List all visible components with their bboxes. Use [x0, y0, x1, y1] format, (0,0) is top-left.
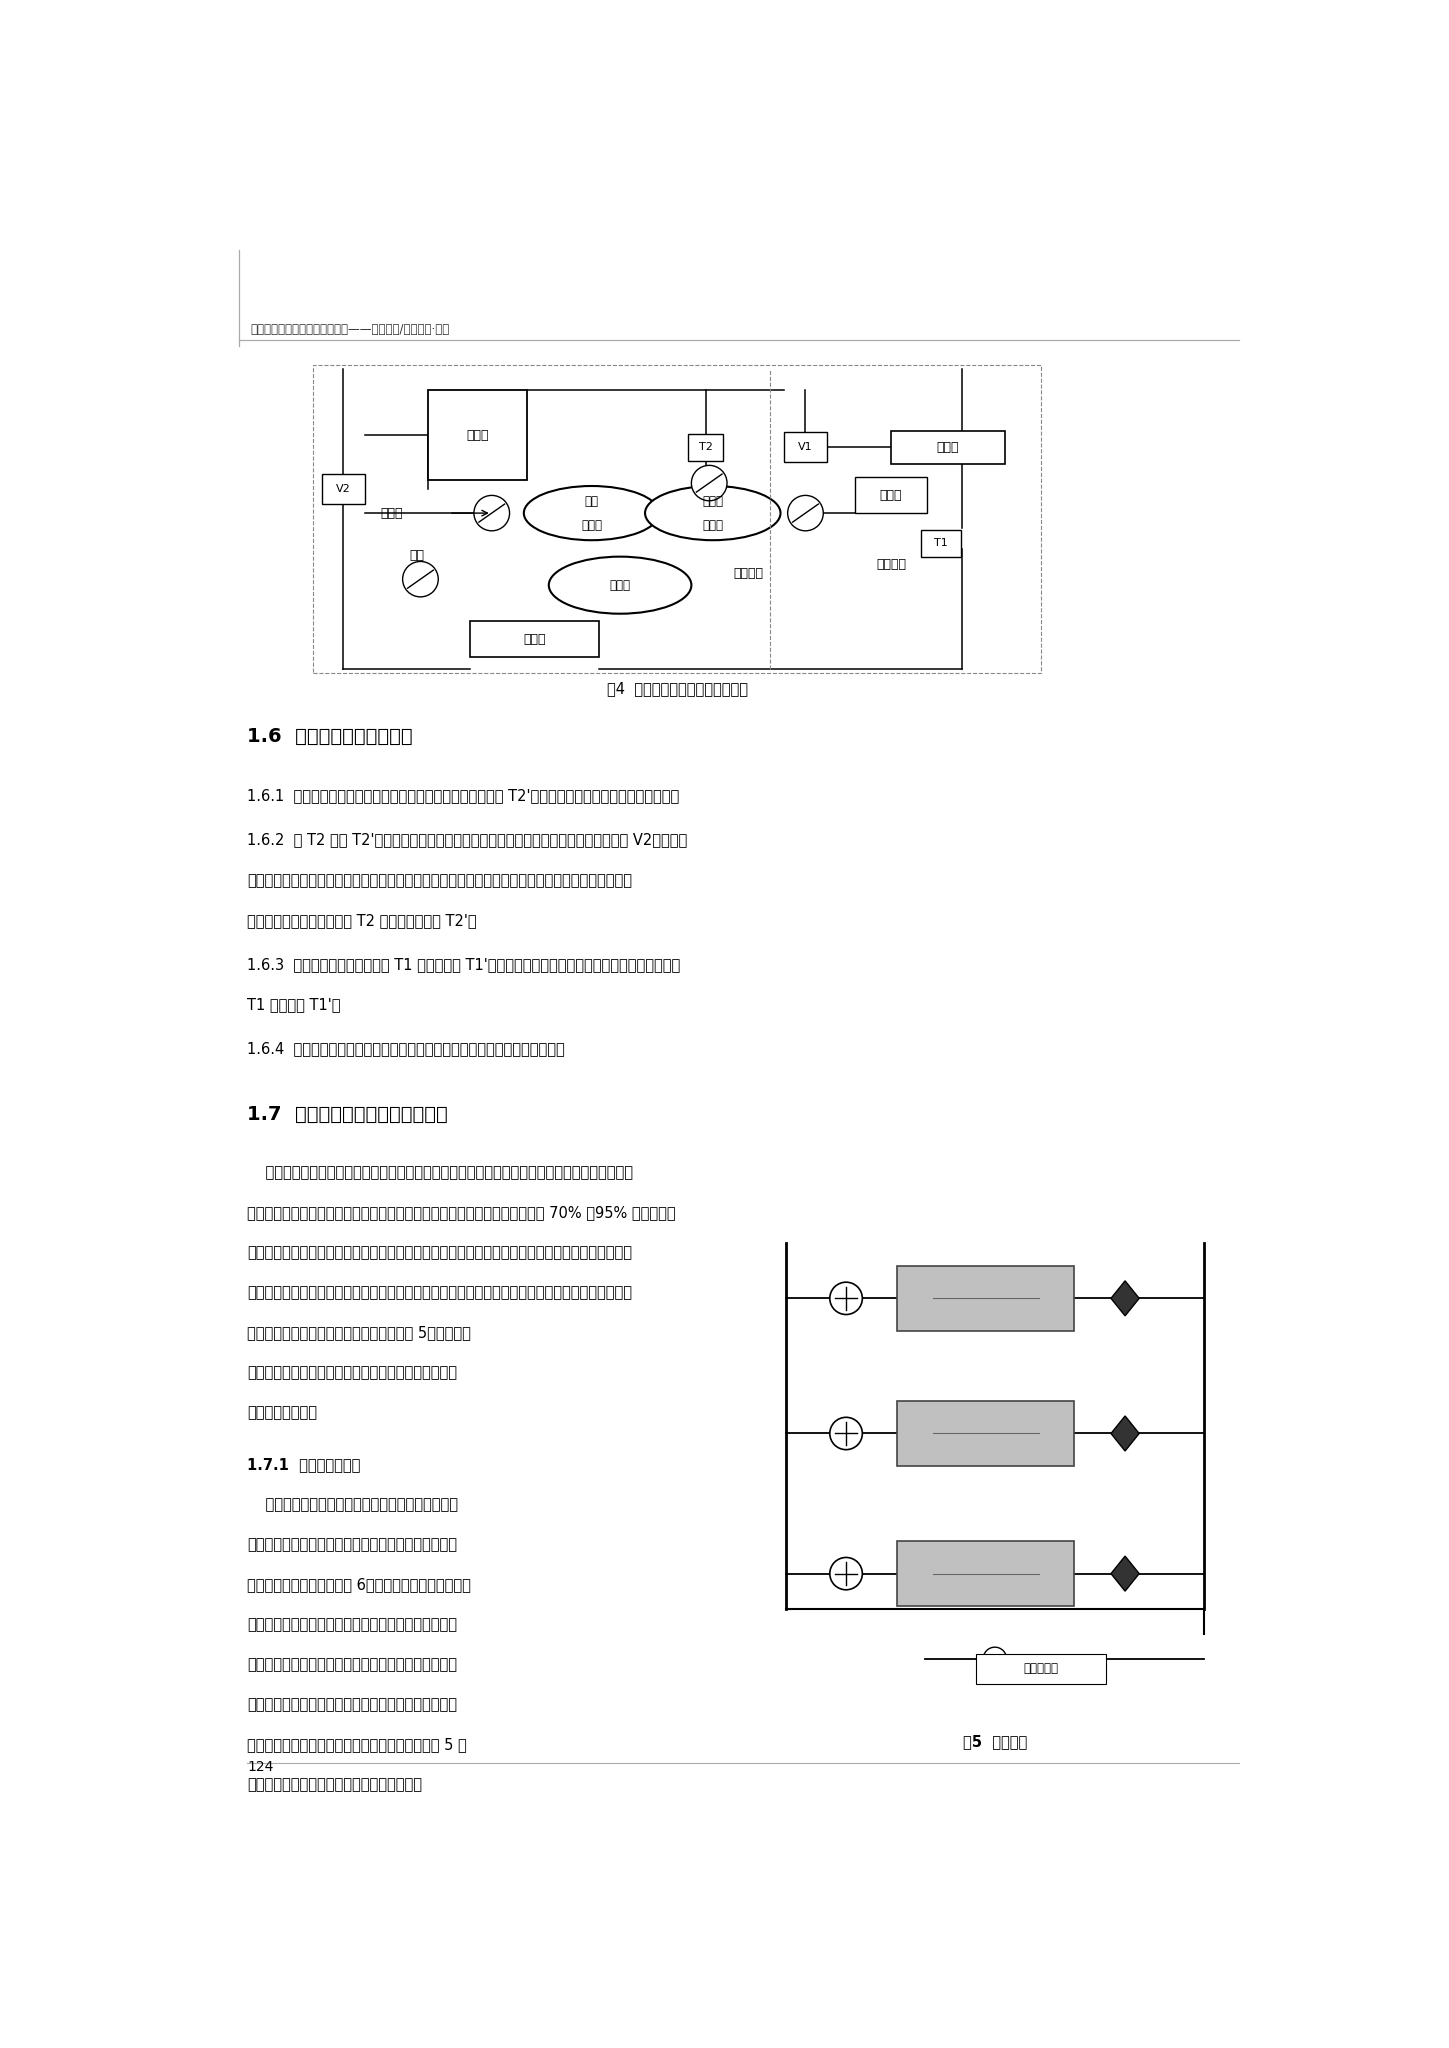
Text: 性空调系统中，热量需求多时，冷量需求通常会减少，由于热回收机组的供冷量不足，从而减少热回: 性空调系统中，热量需求多时，冷量需求通常会减少，由于热回收机组的供冷量不足，从而…	[246, 1284, 632, 1300]
FancyBboxPatch shape	[891, 430, 1006, 463]
Text: T1: T1	[935, 539, 948, 549]
FancyBboxPatch shape	[922, 530, 961, 557]
Text: 热回收机组: 热回收机组	[1024, 1663, 1059, 1675]
FancyBboxPatch shape	[688, 434, 723, 461]
FancyBboxPatch shape	[897, 1266, 1074, 1331]
Text: 标准: 标准	[584, 496, 598, 508]
Circle shape	[691, 465, 727, 502]
Text: 图5  常规方案: 图5 常规方案	[962, 1735, 1027, 1749]
Text: V1: V1	[798, 442, 813, 453]
Text: 全国民用建筑工程设计技术措施——节能专篇/暖通空调·动力: 全国民用建筑工程设计技术措施——节能专篇/暖通空调·动力	[251, 324, 451, 336]
Text: 1.7  含热回收机组的冷水系统设计: 1.7 含热回收机组的冷水系统设计	[246, 1106, 448, 1124]
Text: 1.6  热水回水温度控制方案: 1.6 热水回水温度控制方案	[246, 727, 413, 745]
Text: 冷凝器: 冷凝器	[581, 518, 603, 532]
Text: 优先启动，最后停机，以获得最多的冷负荷和最长的运: 优先启动，最后停机，以获得最多的冷负荷和最长的运	[246, 1657, 456, 1673]
Text: 冷却塔: 冷却塔	[467, 428, 488, 442]
Text: 冷负荷: 冷负荷	[523, 633, 546, 645]
Circle shape	[403, 561, 438, 596]
Circle shape	[788, 496, 823, 530]
Ellipse shape	[525, 485, 659, 541]
FancyBboxPatch shape	[427, 389, 527, 479]
Text: 热负荷: 热负荷	[938, 440, 959, 453]
Text: 蒸发器: 蒸发器	[610, 580, 630, 592]
Text: 内运行。热回收机组一般与多台单冷机组共同使用，确保足够的冷负荷提供给热回收机组。但在舒适: 内运行。热回收机组一般与多台单冷机组共同使用，确保足够的冷负荷提供给热回收机组。…	[246, 1245, 632, 1260]
Ellipse shape	[549, 557, 691, 614]
FancyBboxPatch shape	[897, 1401, 1074, 1466]
FancyBboxPatch shape	[784, 432, 827, 463]
Polygon shape	[1111, 1415, 1139, 1450]
Text: 1.6.4  若无供热需求，则利用冷却塔散热，与热回收冷凝器相连的水泵关闭。: 1.6.4 若无供热需求，则利用冷却塔散热，与热回收冷凝器相连的水泵关闭。	[246, 1040, 565, 1057]
Ellipse shape	[645, 485, 781, 541]
FancyBboxPatch shape	[897, 1540, 1074, 1606]
Text: 1.7.1  优先并联方案。: 1.7.1 优先并联方案。	[246, 1458, 361, 1473]
Text: 当一台热回收机组设置在旁通管的另一侧，将会充: 当一台热回收机组设置在旁通管的另一侧，将会充	[246, 1497, 458, 1511]
Text: T2: T2	[698, 442, 713, 453]
Text: 由于热回收机组的主要目的是供冷，将冷凝器的散热量回收，用于工艺水、生活水、空调水预热: 由于热回收机组的主要目的是供冷，将冷凝器的散热量回收，用于工艺水、生活水、空调水…	[246, 1165, 633, 1180]
Text: 124: 124	[246, 1759, 274, 1774]
Text: 三通阀: 三通阀	[381, 506, 403, 520]
Circle shape	[984, 1647, 1007, 1671]
Text: 收的供热量。常规的二次泵变流量系统见图 5。若把二次: 收的供热量。常规的二次泵变流量系统见图 5。若把二次	[246, 1325, 471, 1339]
Circle shape	[830, 1556, 862, 1589]
Text: 1.6.3  若进入热负荷水温测量值 T1 低于设定值 T1'，表明供热不够，可调节辅助加热器的加热量，使: 1.6.3 若进入热负荷水温测量值 T1 低于设定值 T1'，表明供热不够，可调…	[246, 956, 680, 973]
Text: 图4  热水回水温度控制方案原理图: 图4 热水回水温度控制方案原理图	[607, 682, 748, 696]
Circle shape	[830, 1417, 862, 1450]
Text: 水泵: 水泵	[410, 549, 425, 561]
Polygon shape	[1111, 1556, 1139, 1591]
Text: 受旁通管分流的影响（见图 6）。同时它不会降低其他冷: 受旁通管分流的影响（见图 6）。同时它不会降低其他冷	[246, 1577, 471, 1593]
Text: 最多的热回收量。: 最多的热回收量。	[246, 1405, 317, 1419]
Circle shape	[474, 496, 510, 530]
Circle shape	[830, 1282, 862, 1315]
Text: 分利用它的制冷能力，因为它的冷冻回水温度最高，不: 分利用它的制冷能力，因为它的冷冻回水温度最高，不	[246, 1538, 456, 1552]
Text: 控制器: 控制器	[880, 489, 903, 502]
Text: 示），则热回收机组可提供更多的热回收量。: 示），则热回收机组可提供更多的热回收量。	[246, 1778, 422, 1792]
Text: T1 不断接近 T1'。: T1 不断接近 T1'。	[246, 997, 341, 1012]
Text: 辅助加热: 辅助加热	[877, 557, 906, 571]
Text: 水机组的回水温度。在整个空调供冷季节，通常该机组: 水机组的回水温度。在整个空调供冷季节，通常该机组	[246, 1618, 456, 1632]
FancyBboxPatch shape	[855, 477, 927, 514]
Text: V2: V2	[336, 483, 351, 494]
FancyBboxPatch shape	[977, 1653, 1107, 1683]
Text: 是次要目的。因此要获得较多的热回收量，必须有充足的冷负荷，通常机组在 70% ～95% 的负荷范围: 是次要目的。因此要获得较多的热回收量，必须有充足的冷负荷，通常机组在 70% ～…	[246, 1204, 675, 1221]
Text: 热回收: 热回收	[703, 496, 723, 508]
FancyBboxPatch shape	[322, 473, 365, 504]
Text: 冷水机组: 冷水机组	[733, 567, 764, 580]
Text: 泵变流量系统稍加改进，采用以下两种方案，就可获得: 泵变流量系统稍加改进，采用以下两种方案，就可获得	[246, 1366, 456, 1380]
Polygon shape	[1111, 1280, 1139, 1317]
Text: 行时间，产生最多的热回收量。若冷水系统的供水温度: 行时间，产生最多的热回收量。若冷水系统的供水温度	[246, 1698, 456, 1712]
Text: 1.6.2  若 T2 高于 T2'，表明供热过多，则开启与标准冷凝器相连的水泵，并打开三通阀 V2，使流经: 1.6.2 若 T2 高于 T2'，表明供热过多，则开启与标准冷凝器相连的水泵，…	[246, 834, 687, 848]
Text: 冷凝器的放热比例，从而使 T2 降低，不断接近 T2'。: 冷凝器的放热比例，从而使 T2 降低，不断接近 T2'。	[246, 913, 477, 928]
FancyBboxPatch shape	[471, 621, 598, 657]
Text: 冷凝器: 冷凝器	[703, 518, 723, 532]
Text: 要求恒定，与常规的二次泵变流量系统相比（如图 5 所: 要求恒定，与常规的二次泵变流量系统相比（如图 5 所	[246, 1737, 467, 1753]
FancyBboxPatch shape	[313, 365, 1042, 674]
Text: 冷却塔的冷却水流回标准冷凝器，通过调节冷却塔的风扇启停个数和转数，来调节压缩机对上述两个: 冷却塔的冷却水流回标准冷凝器，通过调节冷却塔的风扇启停个数和转数，来调节压缩机对…	[246, 872, 632, 887]
Text: 1.6.1  当需要供热时，先确定进入热回收冷凝器的水温设定值 T2'，再开启与热回收冷凝器相连的水泵。: 1.6.1 当需要供热时，先确定进入热回收冷凝器的水温设定值 T2'，再开启与热…	[246, 788, 680, 803]
